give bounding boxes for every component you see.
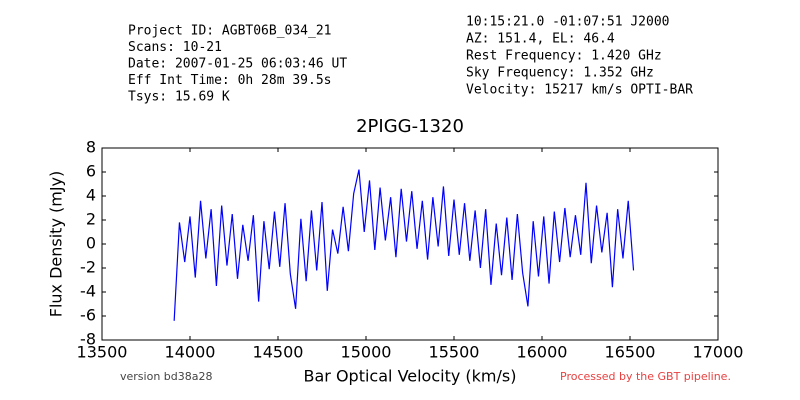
y-tick-label: -2	[80, 258, 96, 277]
info-line: Date: 2007-01-25 06:03:46 UT	[128, 57, 347, 72]
info-line: AZ: 151.4, EL: 46.4	[466, 32, 615, 47]
x-tick-label: 14000	[165, 343, 216, 362]
info-line: Project ID: AGBT06B_034_21	[128, 24, 332, 39]
y-tick-label: 4	[86, 186, 96, 205]
y-tick-label: -6	[80, 306, 96, 325]
x-axis-label: Bar Optical Velocity (km/s)	[304, 367, 517, 386]
y-axis-label: Flux Density (mJy)	[47, 171, 66, 318]
y-tick-label: -8	[80, 330, 96, 349]
y-tick-label: 0	[86, 234, 96, 253]
y-tick-label: 2	[86, 210, 96, 229]
footer-note: Processed by the GBT pipeline.	[560, 370, 731, 383]
x-tick-label: 16500	[605, 343, 656, 362]
x-tick-label: 13500	[77, 343, 128, 362]
y-tick-label: 8	[86, 138, 96, 157]
y-tick-label: 6	[86, 162, 96, 181]
info-line: Sky Frequency: 1.352 GHz	[466, 66, 654, 81]
info-line: Tsys: 15.69 K	[128, 90, 230, 105]
x-tick-label: 15000	[341, 343, 392, 362]
info-line: Scans: 10-21	[128, 40, 222, 55]
info-line: Rest Frequency: 1.420 GHz	[466, 49, 662, 64]
chart-title: 2PIGG-1320	[356, 116, 464, 137]
info-line: Velocity: 15217 km/s OPTI-BAR	[466, 83, 693, 98]
x-tick-label: 16000	[517, 343, 568, 362]
info-line: 10:15:21.0 -01:07:51 J2000	[466, 15, 670, 30]
spectrum-line	[173, 169, 635, 321]
y-tick-label: -4	[80, 282, 96, 301]
x-tick-label: 15500	[429, 343, 480, 362]
version-label: version bd38a28	[120, 370, 213, 383]
x-tick-label: 17000	[693, 343, 744, 362]
info-line: Eff Int Time: 0h 28m 39.5s	[128, 73, 332, 88]
x-tick-label: 14500	[253, 343, 304, 362]
